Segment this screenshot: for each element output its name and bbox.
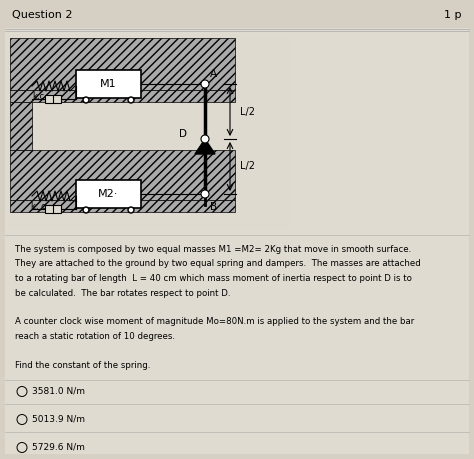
Bar (5, 5, 469, 28)
Text: L/2: L/2 (240, 106, 255, 117)
Bar (76, 70, 141, 98)
Text: k, c: k, c (31, 202, 46, 211)
Bar (46, 205, 62, 213)
Bar (10, 150, 235, 200)
Text: 5729.6 N/m: 5729.6 N/m (32, 443, 85, 452)
Text: B: B (210, 202, 217, 212)
Text: M1: M1 (100, 79, 117, 89)
Text: 3581.0 N/m: 3581.0 N/m (32, 387, 85, 396)
Bar (76, 180, 141, 208)
Text: M2·: M2· (98, 189, 118, 199)
Circle shape (129, 99, 133, 101)
Bar (10, 38, 235, 90)
Circle shape (84, 99, 88, 101)
Circle shape (128, 97, 134, 103)
Circle shape (201, 190, 209, 198)
Polygon shape (195, 139, 215, 154)
Text: L/2: L/2 (240, 162, 255, 172)
Text: reach a static rotation of 10 degrees.: reach a static rotation of 10 degrees. (15, 332, 175, 341)
Text: They are attached to the ground by two equal spring and dampers.  The masses are: They are attached to the ground by two e… (15, 259, 421, 269)
Bar (8, 35, 290, 230)
Text: be calculated.  The bar rotates respect to point D.: be calculated. The bar rotates respect t… (15, 289, 230, 297)
Text: to a rotating bar of length  L = 40 cm which mass moment of inertia respect to p: to a rotating bar of length L = 40 cm wh… (15, 274, 412, 283)
Circle shape (83, 97, 89, 103)
Bar (46, 95, 62, 103)
Circle shape (84, 208, 88, 212)
Circle shape (129, 208, 133, 212)
Text: Find the constant of the spring.: Find the constant of the spring. (15, 361, 150, 370)
Text: k,c: k,c (32, 92, 44, 101)
Bar (10, 102, 32, 150)
Circle shape (83, 207, 89, 213)
Text: 1 p: 1 p (445, 10, 462, 20)
Bar (10, 90, 235, 102)
Circle shape (201, 80, 209, 88)
Text: The system is composed by two equal masses M1 =M2= 2Kg that move in smooth surfa: The system is composed by two equal mass… (15, 245, 411, 254)
Text: A counter clock wise moment of magnitude Mo=80N.m is applied to the system and t: A counter clock wise moment of magnitude… (15, 318, 414, 326)
Circle shape (128, 207, 134, 213)
Bar (10, 200, 235, 212)
Text: 5013.9 N/m: 5013.9 N/m (32, 415, 85, 424)
Circle shape (201, 135, 209, 143)
Text: A: A (210, 69, 217, 79)
Text: D: D (179, 129, 187, 139)
Text: Question 2: Question 2 (12, 10, 73, 20)
